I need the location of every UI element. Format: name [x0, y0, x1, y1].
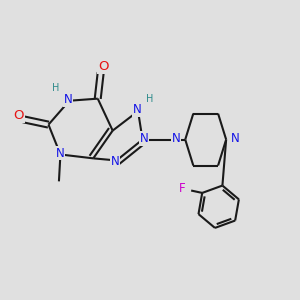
Text: N: N: [231, 132, 239, 145]
Text: N: N: [56, 147, 64, 160]
Text: F: F: [179, 182, 185, 195]
Text: H: H: [146, 94, 153, 103]
Text: N: N: [133, 103, 142, 116]
Text: N: N: [172, 132, 181, 145]
Text: N: N: [140, 132, 148, 145]
Text: N: N: [111, 155, 119, 168]
Text: O: O: [98, 61, 108, 74]
Text: H: H: [52, 83, 60, 93]
Text: N: N: [64, 93, 72, 106]
Text: O: O: [14, 109, 24, 122]
